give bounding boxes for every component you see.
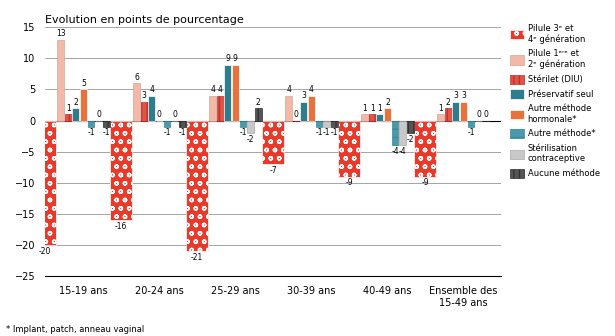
Bar [445, 108, 451, 121]
Text: 4: 4 [309, 85, 314, 94]
Bar [209, 96, 216, 121]
Bar [179, 121, 186, 127]
Bar [133, 83, 140, 121]
Text: -9: -9 [421, 178, 429, 187]
Text: 2: 2 [385, 97, 390, 107]
Bar [224, 65, 231, 121]
Bar [103, 121, 109, 127]
Bar [338, 121, 360, 177]
Text: 0: 0 [294, 110, 299, 119]
Text: 9: 9 [233, 54, 238, 63]
Text: -2: -2 [407, 135, 414, 143]
Text: -1: -1 [178, 128, 186, 137]
Text: -1: -1 [467, 128, 475, 137]
Bar [308, 96, 315, 121]
Text: 3: 3 [141, 91, 146, 100]
Text: 5: 5 [81, 79, 86, 88]
Text: -20: -20 [39, 247, 51, 256]
Bar [65, 114, 71, 121]
Text: -21: -21 [191, 253, 203, 262]
Text: Evolution en points de pourcentage: Evolution en points de pourcentage [46, 15, 244, 25]
Bar [73, 108, 79, 121]
Bar [361, 114, 368, 121]
Text: * Implant, patch, anneau vaginal: * Implant, patch, anneau vaginal [6, 325, 145, 334]
Bar [285, 96, 292, 121]
Text: 2: 2 [256, 97, 261, 107]
Bar [315, 121, 322, 127]
Bar [255, 108, 261, 121]
Text: -1: -1 [315, 128, 323, 137]
Bar [415, 121, 435, 177]
Text: -1: -1 [239, 128, 247, 137]
Bar [148, 96, 155, 121]
Text: 4: 4 [210, 85, 215, 94]
Text: 0: 0 [157, 110, 162, 119]
Text: 13: 13 [56, 29, 65, 38]
Text: -16: -16 [115, 222, 127, 231]
Text: 1: 1 [370, 104, 375, 113]
Bar [331, 121, 338, 127]
Text: -4: -4 [391, 147, 399, 156]
Bar [300, 102, 308, 121]
Bar [141, 102, 148, 121]
Text: 0: 0 [484, 110, 489, 119]
Bar [216, 96, 224, 121]
Bar [323, 121, 330, 127]
Text: -4: -4 [399, 147, 407, 156]
Text: -2: -2 [247, 135, 255, 143]
Bar [247, 121, 254, 133]
Bar [232, 65, 239, 121]
Text: 6: 6 [134, 73, 139, 82]
Bar [376, 114, 383, 121]
Bar [164, 121, 170, 127]
Text: -1: -1 [103, 128, 110, 137]
Bar [369, 114, 376, 121]
Text: -9: -9 [345, 178, 353, 187]
Text: -7: -7 [269, 166, 277, 175]
Text: 0: 0 [172, 110, 177, 119]
Bar [407, 121, 414, 133]
Bar [437, 114, 444, 121]
Bar [87, 121, 94, 127]
Text: 1: 1 [362, 104, 367, 113]
Bar [399, 121, 406, 145]
Text: 4: 4 [218, 85, 223, 94]
Legend: Pilule 3ᵉ et
4ᵉ génération, Pilule 1ᵉʳᵉ et
2ᵉ génération, Stérilet (DIU), Préser: Pilule 3ᵉ et 4ᵉ génération, Pilule 1ᵉʳᵉ … [510, 24, 600, 178]
Bar [460, 102, 467, 121]
Text: -1: -1 [163, 128, 171, 137]
Text: 3: 3 [453, 91, 458, 100]
Text: -1: -1 [87, 128, 95, 137]
Text: 1: 1 [378, 104, 382, 113]
Bar [384, 108, 391, 121]
Text: 3: 3 [461, 91, 466, 100]
Text: 0: 0 [476, 110, 481, 119]
Bar [80, 89, 87, 121]
Bar [34, 121, 55, 245]
Text: 9: 9 [225, 54, 230, 63]
Text: 2: 2 [73, 97, 78, 107]
Bar [57, 40, 64, 121]
Text: 1: 1 [66, 104, 71, 113]
Bar [186, 121, 208, 251]
Text: 0: 0 [96, 110, 101, 119]
Text: 3: 3 [301, 91, 306, 100]
Text: 1: 1 [438, 104, 443, 113]
Bar [467, 121, 474, 127]
Bar [110, 121, 132, 220]
Bar [240, 121, 247, 127]
Text: 4: 4 [149, 85, 154, 94]
Bar [392, 121, 399, 145]
Text: -1: -1 [330, 128, 338, 137]
Text: 4: 4 [286, 85, 291, 94]
Bar [453, 102, 459, 121]
Text: 2: 2 [446, 97, 451, 107]
Bar [263, 121, 284, 164]
Text: -1: -1 [323, 128, 330, 137]
